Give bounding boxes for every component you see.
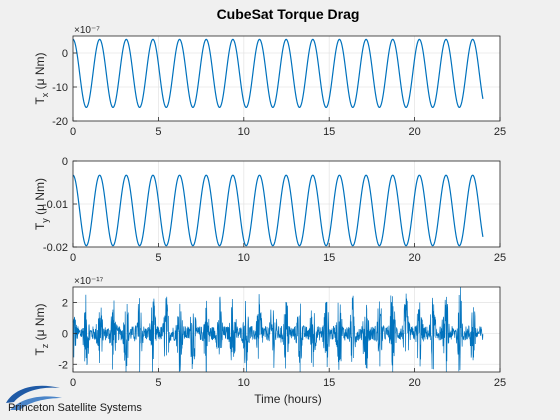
y-axis-label-tx: Tx (μ Nm): [33, 52, 50, 104]
x-tick-label: 25: [494, 126, 506, 138]
x-tick-label: 15: [323, 126, 335, 138]
x-axis-label: Time (hours): [254, 392, 322, 406]
subplot-ty: 0 5 10 15 20 25 0 -0.01 -0.02 Ty (μ Nm): [33, 156, 506, 264]
x-tick-label: 20: [408, 377, 420, 389]
subplot-tx: 0 5 10 15 20 25 0 -10 -20 ×10⁻⁷ Tx (μ Nm): [33, 25, 506, 138]
x-tick-label: 10: [238, 377, 250, 389]
x-tick-label: 25: [494, 252, 506, 264]
plot-area: [73, 36, 500, 121]
x-tick-label: 15: [323, 377, 335, 389]
y-tick-label: -2: [58, 359, 68, 371]
x-tick-label: 5: [155, 126, 161, 138]
x-tick-label: 10: [238, 252, 250, 264]
swoosh-logo: [6, 385, 62, 410]
x-tick-label: 10: [238, 126, 250, 138]
y-tick-label: -10: [52, 82, 68, 94]
y-tick-label: 0: [62, 156, 68, 168]
y-axis-label-ty: Ty (μ Nm): [33, 178, 50, 230]
axes-box: [72, 35, 501, 122]
series-line-tx: [72, 38, 484, 108]
x-tick-label: 5: [155, 252, 161, 264]
y-tick-label: -0.02: [43, 242, 68, 254]
x-tick-label: 25: [494, 377, 506, 389]
y-tick-label: 0: [62, 48, 68, 60]
x-tick-label: 5: [155, 377, 161, 389]
y-tick-label: 2: [62, 297, 68, 309]
brand-name: Princeton Satellite Systems: [8, 402, 142, 414]
x-tick-label: 15: [323, 252, 335, 264]
axis-exponent: ×10⁻¹⁷: [74, 276, 104, 287]
subplots: 0 5 10 15 20 250-10-20×10⁻⁷Tx (μ Nm)0 5 10 15 20 2…: [33, 25, 506, 389]
x-tick-label: 0: [70, 126, 76, 138]
y-tick-label: 0: [62, 328, 68, 340]
series-line-ty: [72, 174, 484, 247]
y-tick-label: -0.01: [43, 199, 68, 211]
axis-exponent: ×10⁻⁷: [74, 25, 100, 36]
axes-box: [72, 286, 501, 373]
x-tick-label: 20: [408, 126, 420, 138]
chart-title: CubeSat Torque Drag: [217, 6, 360, 22]
x-tick-label: 20: [408, 252, 420, 264]
x-tick-label: 0: [70, 377, 76, 389]
y-tick-label: -20: [52, 116, 68, 128]
y-axis-label-tz: Tz (μ Nm): [33, 303, 50, 355]
series-line-tz: [72, 286, 484, 373]
x-tick-label: 0: [70, 252, 76, 264]
